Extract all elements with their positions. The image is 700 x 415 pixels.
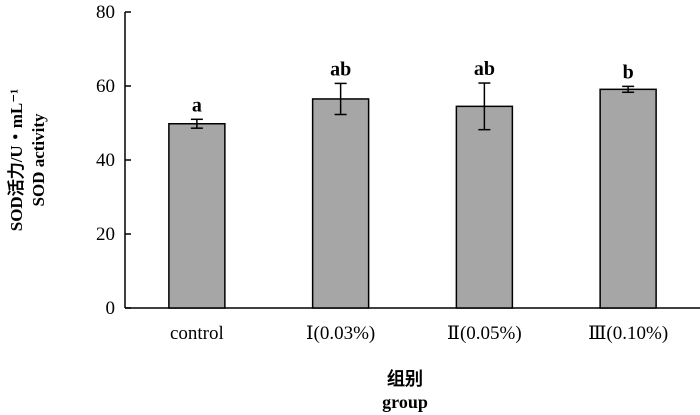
category-label: Ⅲ(0.10%) (588, 323, 668, 344)
y-tick-label: 0 (106, 298, 116, 319)
bar (455, 105, 514, 309)
bar (311, 98, 370, 309)
labels: SOD活力/U・mL⁻¹ SOD activity 组别 group (6, 89, 428, 412)
significance-label: b (623, 61, 634, 83)
significance-label: ab (474, 58, 495, 80)
y-tick-label: 40 (96, 150, 115, 171)
x-axis-label-en: group (382, 392, 428, 412)
x-axis-label-cn: 组别 (387, 368, 423, 389)
y-tick-label: 60 (96, 76, 115, 97)
y-tick-label: 80 (96, 2, 115, 23)
bars: a control ab Ⅰ(0.03%) ab Ⅱ(0.05%) b Ⅲ(0.10%) (168, 58, 668, 344)
bar (168, 122, 226, 309)
significance-label: a (192, 94, 202, 116)
significance-label: ab (330, 58, 351, 80)
category-label: control (170, 323, 224, 344)
y-axis-label-cn: SOD活力/U・mL⁻¹ (6, 89, 26, 232)
category-label: Ⅱ(0.05%) (447, 323, 522, 344)
y-tick-label: 20 (96, 224, 115, 245)
y-axis-label-en: SOD activity (29, 113, 48, 207)
category-label: Ⅰ(0.03%) (306, 323, 375, 344)
bar (599, 88, 657, 309)
